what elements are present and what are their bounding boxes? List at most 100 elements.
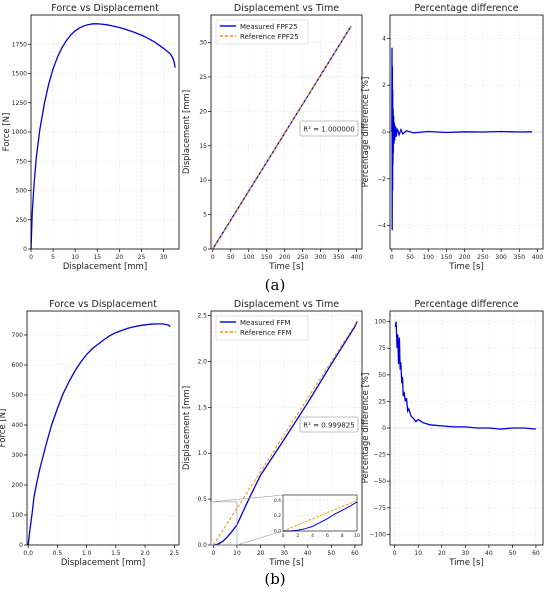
- x-axis-label: Time [s]: [448, 558, 484, 568]
- y-tick-label: 1750: [12, 41, 27, 48]
- x-tick-label: 2.0: [140, 550, 150, 557]
- y-tick-label: −100: [370, 531, 387, 538]
- r2-annotation-box: [299, 120, 359, 137]
- inset-area: [283, 495, 357, 531]
- y-axis-label: Displacement [mm]: [182, 90, 192, 174]
- inset-measured-line: [283, 501, 358, 532]
- x-tick-label: 2.5: [170, 550, 180, 557]
- y-tick-label: 1500: [12, 71, 27, 78]
- y-tick-label: 10: [199, 177, 207, 184]
- x-tick-label: 100: [423, 254, 435, 261]
- x-tick-label: 10: [233, 550, 241, 557]
- inset-x-tick-label: 4: [311, 533, 314, 539]
- y-tick-label: 0: [203, 246, 207, 253]
- y-tick-label: 50: [378, 372, 386, 379]
- y-tick-label: 2: [382, 82, 386, 89]
- inset-x-tick-label: 2: [296, 533, 299, 539]
- chart-3: Percentage difference 0 50 100 150 200 250 300 3…: [361, 3, 543, 272]
- x-tick-label: 5: [51, 254, 55, 261]
- x-axis-label: Displacement [mm]: [63, 262, 147, 272]
- y-tick-label: 1.0: [197, 450, 207, 457]
- inset-x-tick-label: 0: [282, 533, 285, 539]
- x-tick-label: 0: [390, 254, 394, 261]
- zoom-connector: [210, 494, 284, 503]
- legend-label-1: Measured FFM: [240, 319, 291, 327]
- x-tick-label: 400: [351, 254, 363, 261]
- x-tick-label: 30: [160, 254, 168, 261]
- x-tick-label: 60: [532, 550, 540, 557]
- axes-frame: [389, 14, 544, 250]
- y-tick-label: −4: [377, 223, 386, 230]
- x-tick-label: 0: [211, 254, 215, 261]
- y-tick-label: 700: [12, 332, 24, 339]
- y-tick-label: 600: [12, 362, 24, 369]
- y-tick-label: 500: [12, 392, 24, 399]
- chart-1: Force vs Displacement 0 5 10 15 20 25 30 0 250 500…: [2, 3, 180, 272]
- y-tick-label: 2.5: [197, 313, 207, 320]
- x-tick-label: 15: [93, 254, 101, 261]
- x-tick-label: 50: [509, 550, 517, 557]
- y-tick-label: 20: [199, 108, 207, 115]
- legend-label-2: Reference FPF25: [240, 33, 299, 41]
- y-tick-label: 25: [199, 74, 207, 81]
- inset-x-tick-label: 10: [354, 533, 360, 539]
- x-tick-label: 0.0: [23, 550, 33, 557]
- x-tick-label: 200: [459, 254, 471, 261]
- r2-annotation: R² = 1.000000: [303, 126, 354, 134]
- series-line-1: [27, 323, 171, 546]
- y-tick-label: −25: [373, 452, 386, 459]
- y-tick-label: −2: [377, 176, 386, 183]
- plot-area: [27, 311, 179, 545]
- inset-y-tick-label: 0.0: [274, 529, 281, 535]
- chart-4: Force vs Displacement 0.0 0.5 1.0 1.5 2.0 2.5 0…: [0, 299, 180, 568]
- y-axis-label: Percentage difference [%]: [361, 77, 371, 188]
- x-tick-label: 20: [438, 550, 446, 557]
- axes-frame: [210, 14, 363, 250]
- y-tick-label: 500: [16, 188, 28, 195]
- series-line-1: [391, 47, 533, 231]
- y-tick-label: 0: [382, 129, 386, 136]
- inset-frame: [282, 494, 358, 532]
- x-axis-label: Time [s]: [268, 558, 304, 568]
- x-tick-label: 150: [441, 254, 453, 261]
- x-tick-label: 20: [116, 254, 124, 261]
- inset-x-tick-label: 8: [341, 533, 344, 539]
- x-tick-label: 350: [333, 254, 345, 261]
- inset-reference-line: [282, 499, 358, 532]
- axes-frame: [210, 310, 363, 546]
- series-line-1: [213, 320, 358, 546]
- series-line-2: [212, 320, 358, 546]
- x-tick-label: 1.0: [82, 550, 92, 557]
- y-tick-label: 5: [203, 212, 207, 219]
- y-tick-label: 4: [382, 35, 386, 42]
- x-tick-label: 0: [211, 550, 215, 557]
- x-tick-label: 60: [351, 550, 359, 557]
- r2-annotation-box: [299, 416, 359, 433]
- y-tick-label: 1.5: [197, 404, 207, 411]
- r2-annotation: R² = 0.999825: [303, 422, 354, 430]
- caption-a: (a): [265, 276, 286, 294]
- chart-6: Percentage difference 0 10 20 30 40 50 60 −100 −7…: [361, 299, 544, 568]
- x-tick-label: 50: [227, 254, 235, 261]
- x-tick-label: 400: [532, 254, 544, 261]
- y-tick-label: 0: [23, 246, 27, 253]
- inset-y-tick-label: 0.4: [274, 498, 281, 504]
- axes-frame: [30, 14, 180, 250]
- y-tick-label: 100: [12, 512, 24, 519]
- inset-x-tick-label: 6: [326, 533, 329, 539]
- x-tick-label: 20: [257, 550, 265, 557]
- chart-title: Displacement vs Time: [234, 299, 339, 310]
- x-tick-label: 10: [414, 550, 422, 557]
- legend-box: [215, 19, 309, 45]
- y-tick-label: 75: [378, 345, 386, 352]
- chart-title: Force vs Displacement: [51, 3, 159, 14]
- y-tick-label: 0.5: [197, 496, 207, 503]
- y-tick-label: 750: [16, 158, 28, 165]
- inset-axes: 0 2 4 6 8 10 0.0 0.2 0.4: [274, 494, 360, 539]
- y-tick-label: 0: [382, 425, 386, 432]
- y-tick-label: 1000: [12, 129, 27, 136]
- legend-label-2: Reference FFM: [240, 329, 292, 337]
- chart-title: Percentage difference: [414, 3, 518, 14]
